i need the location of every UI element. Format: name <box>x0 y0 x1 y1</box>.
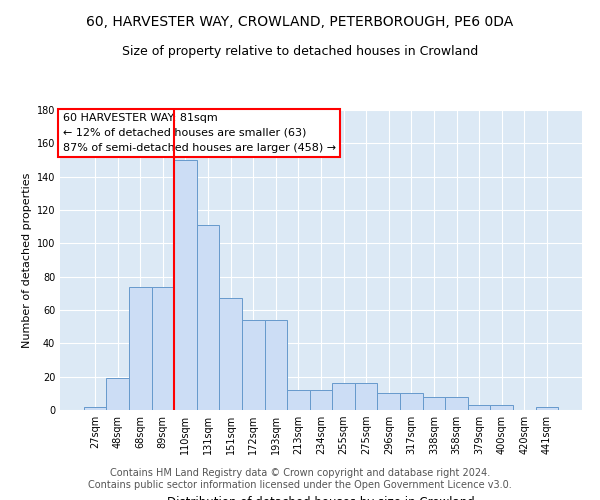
Bar <box>355 384 377 410</box>
Bar <box>129 286 152 410</box>
Bar <box>174 160 197 410</box>
Bar <box>242 320 265 410</box>
Text: Size of property relative to detached houses in Crowland: Size of property relative to detached ho… <box>122 45 478 58</box>
Text: 60 HARVESTER WAY: 81sqm
← 12% of detached houses are smaller (63)
87% of semi-de: 60 HARVESTER WAY: 81sqm ← 12% of detache… <box>62 113 336 152</box>
Bar <box>84 406 106 410</box>
Text: 60, HARVESTER WAY, CROWLAND, PETERBOROUGH, PE6 0DA: 60, HARVESTER WAY, CROWLAND, PETERBOROUG… <box>86 15 514 29</box>
Bar <box>220 298 242 410</box>
Bar <box>106 378 129 410</box>
Bar <box>400 394 422 410</box>
Bar <box>310 390 332 410</box>
Bar <box>197 225 220 410</box>
Bar <box>445 396 468 410</box>
Bar <box>377 394 400 410</box>
Bar <box>468 405 490 410</box>
Text: Contains HM Land Registry data © Crown copyright and database right 2024.
Contai: Contains HM Land Registry data © Crown c… <box>88 468 512 490</box>
Bar <box>152 286 174 410</box>
Bar <box>265 320 287 410</box>
Bar <box>490 405 513 410</box>
Bar <box>422 396 445 410</box>
X-axis label: Distribution of detached houses by size in Crowland: Distribution of detached houses by size … <box>167 496 475 500</box>
Bar <box>536 406 558 410</box>
Bar <box>332 384 355 410</box>
Bar <box>287 390 310 410</box>
Y-axis label: Number of detached properties: Number of detached properties <box>22 172 32 348</box>
